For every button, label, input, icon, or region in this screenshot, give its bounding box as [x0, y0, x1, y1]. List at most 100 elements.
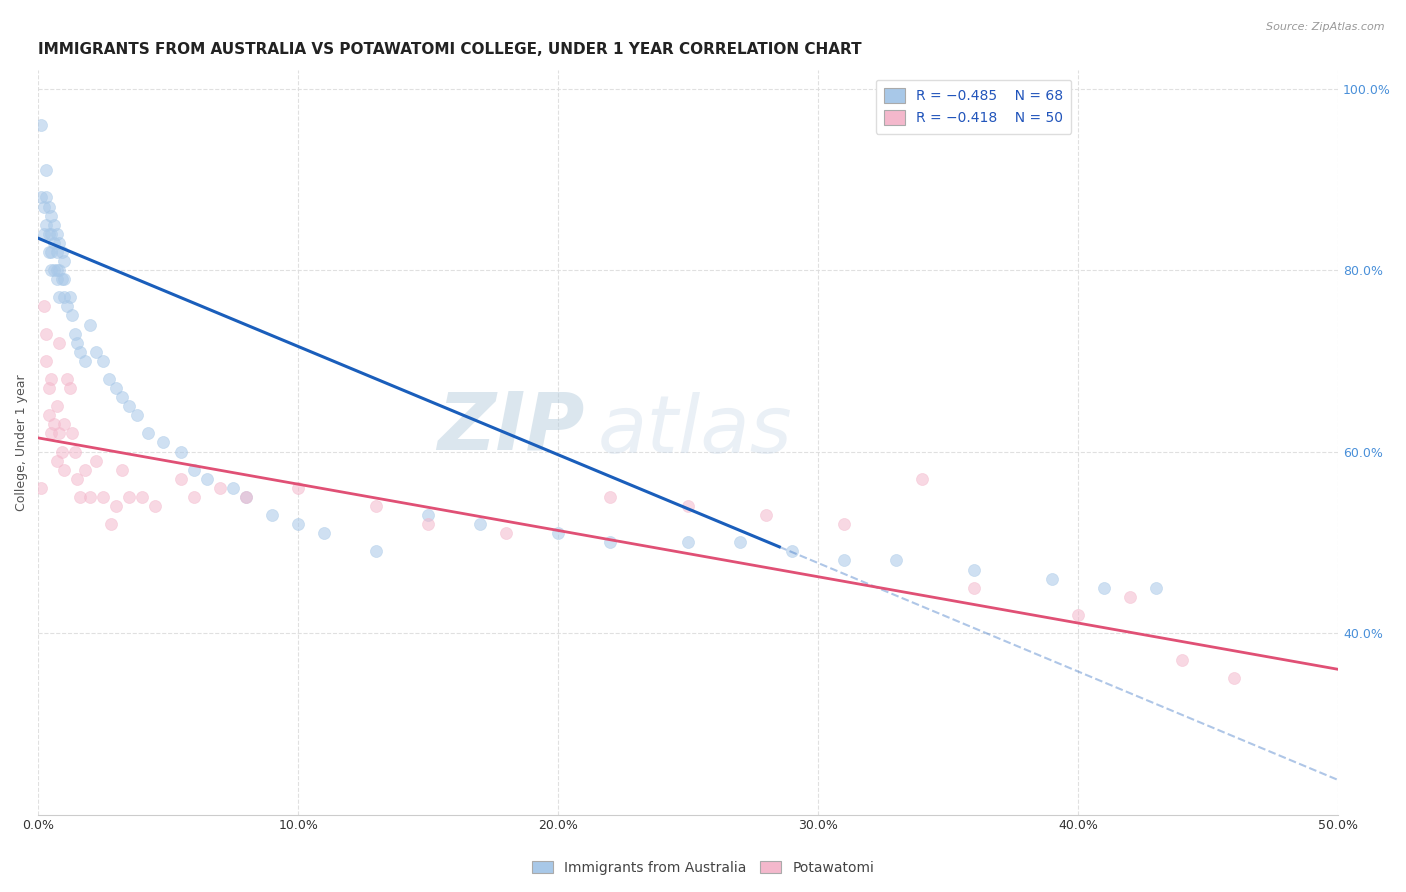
Point — [45, 227, 67, 241]
Point — [56, 299, 79, 313]
Point — [30, 481, 52, 495]
Point — [59, 381, 82, 395]
Point — [1040, 572, 1063, 586]
Point — [222, 481, 245, 495]
Point — [84, 453, 107, 467]
Point — [170, 444, 193, 458]
Point — [782, 544, 804, 558]
Point — [235, 490, 257, 504]
Point — [30, 118, 52, 132]
Point — [183, 463, 205, 477]
Point — [93, 353, 115, 368]
Y-axis label: College, Under 1 year: College, Under 1 year — [15, 374, 28, 511]
Point — [30, 190, 52, 204]
Point — [79, 318, 101, 332]
Point — [963, 562, 986, 576]
Point — [42, 218, 65, 232]
Point — [35, 190, 58, 204]
Point — [599, 535, 621, 549]
Point — [235, 490, 257, 504]
Point — [53, 290, 76, 304]
Point — [547, 526, 569, 541]
Point — [38, 244, 60, 259]
Point — [911, 472, 934, 486]
Point — [60, 426, 83, 441]
Point — [45, 399, 67, 413]
Legend: Immigrants from Australia, Potawatomi: Immigrants from Australia, Potawatomi — [526, 855, 880, 880]
Point — [152, 435, 174, 450]
Point — [1067, 607, 1090, 622]
Point — [59, 290, 82, 304]
Point — [69, 344, 91, 359]
Point — [118, 399, 141, 413]
Point — [45, 453, 67, 467]
Point — [105, 499, 128, 513]
Point — [1223, 672, 1246, 686]
Point — [35, 218, 58, 232]
Point — [1092, 581, 1115, 595]
Point — [42, 263, 65, 277]
Point — [170, 472, 193, 486]
Point — [314, 526, 336, 541]
Point — [93, 490, 115, 504]
Point — [678, 535, 700, 549]
Point — [32, 200, 55, 214]
Point — [495, 526, 517, 541]
Point — [366, 499, 388, 513]
Point — [66, 335, 89, 350]
Point — [834, 553, 856, 567]
Point — [63, 326, 86, 341]
Point — [105, 381, 128, 395]
Point — [42, 235, 65, 250]
Point — [366, 544, 388, 558]
Point — [262, 508, 284, 522]
Point — [48, 263, 70, 277]
Point — [145, 499, 167, 513]
Text: ZIP: ZIP — [437, 389, 585, 467]
Point — [51, 272, 73, 286]
Point — [38, 227, 60, 241]
Point — [69, 490, 91, 504]
Point — [48, 335, 70, 350]
Point — [470, 517, 492, 532]
Point — [418, 517, 440, 532]
Point — [63, 444, 86, 458]
Point — [53, 254, 76, 268]
Text: atlas: atlas — [598, 392, 792, 470]
Point — [84, 344, 107, 359]
Point — [66, 472, 89, 486]
Point — [38, 381, 60, 395]
Point — [32, 227, 55, 241]
Point — [110, 463, 132, 477]
Point — [38, 200, 60, 214]
Point — [678, 499, 700, 513]
Point — [197, 472, 219, 486]
Point — [42, 417, 65, 432]
Point — [48, 235, 70, 250]
Point — [60, 309, 83, 323]
Point — [209, 481, 232, 495]
Point — [35, 326, 58, 341]
Point — [75, 353, 97, 368]
Point — [100, 517, 122, 532]
Point — [53, 463, 76, 477]
Point — [51, 244, 73, 259]
Text: Source: ZipAtlas.com: Source: ZipAtlas.com — [1267, 22, 1385, 32]
Point — [56, 372, 79, 386]
Point — [1171, 653, 1194, 667]
Point — [963, 581, 986, 595]
Point — [118, 490, 141, 504]
Point — [53, 417, 76, 432]
Point — [183, 490, 205, 504]
Point — [136, 426, 159, 441]
Point — [41, 244, 63, 259]
Point — [755, 508, 778, 522]
Point — [35, 163, 58, 178]
Point — [48, 290, 70, 304]
Point — [45, 263, 67, 277]
Point — [41, 209, 63, 223]
Point — [75, 463, 97, 477]
Point — [127, 409, 149, 423]
Point — [834, 517, 856, 532]
Point — [41, 263, 63, 277]
